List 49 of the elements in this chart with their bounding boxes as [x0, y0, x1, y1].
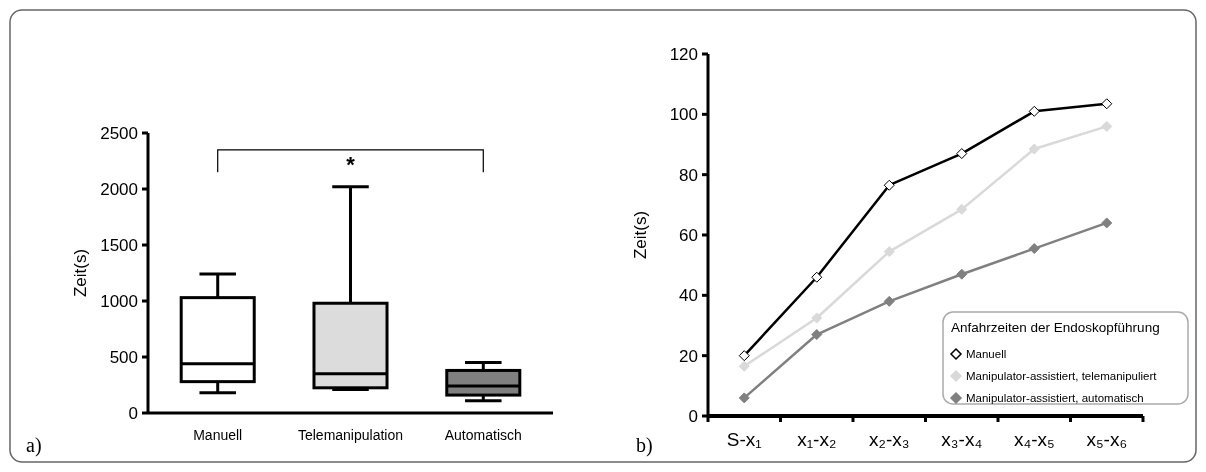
- x-tick-label: Telemanipulation: [297, 427, 404, 443]
- point: [1028, 243, 1040, 255]
- text: a): [26, 434, 42, 457]
- y-tick-label: 20: [679, 346, 698, 366]
- point: [1101, 120, 1113, 132]
- y-tick-label: 60: [679, 225, 698, 245]
- annotation: *: [346, 152, 356, 178]
- point: [1028, 105, 1040, 117]
- y-tick-label: 100: [669, 105, 698, 125]
- x-tick-label: x₁-x₂: [797, 429, 837, 450]
- text: b): [636, 434, 653, 457]
- legend-title: Anfahrzeiten der Endoskopführung: [951, 320, 1160, 335]
- point: [956, 268, 968, 280]
- point: [883, 246, 895, 258]
- y-tick-label: 1000: [100, 291, 138, 311]
- point: [1101, 98, 1113, 110]
- y-tick-label: 2000: [100, 179, 138, 199]
- point: [811, 329, 823, 341]
- point: [883, 295, 895, 307]
- point: [811, 271, 823, 283]
- legend-label: Manuell: [966, 348, 1007, 361]
- y-axis-title: Zeit(s): [631, 210, 650, 260]
- x-tick-label: Manuell: [193, 427, 243, 443]
- x-tick-label: x₅-x₆: [1086, 429, 1128, 450]
- x-tick-label: x₃-x₄: [941, 429, 983, 450]
- point: [738, 392, 750, 404]
- y-tick-label: 1500: [100, 235, 138, 255]
- point: [956, 203, 968, 215]
- x-tick-label: Automatisch: [444, 427, 522, 443]
- y-tick-label: 0: [128, 403, 138, 423]
- y-tick-label: 40: [679, 286, 698, 306]
- legend-label: Manipulator-assistiert, automatisch: [966, 392, 1144, 405]
- point: [1101, 217, 1113, 229]
- y-tick-label: 500: [109, 347, 138, 367]
- y-axis-title: Zeit(s): [71, 248, 90, 298]
- point: [956, 148, 968, 160]
- x-tick-label: x₄-x₅: [1013, 429, 1055, 450]
- y-tick-label: 2500: [100, 123, 138, 143]
- x-tick-label: S-x₁: [726, 429, 762, 450]
- legend-label: Manipulator-assistiert, telemanipuliert: [966, 370, 1158, 383]
- y-tick-label: 80: [679, 165, 698, 185]
- point: [738, 360, 750, 372]
- y-tick-label: 0: [688, 406, 698, 426]
- y-tick-label: 120: [669, 44, 698, 64]
- point: [811, 312, 823, 324]
- point: [738, 350, 750, 362]
- point: [883, 179, 895, 191]
- point: [1028, 143, 1040, 155]
- x-tick-label: x₂-x₃: [869, 429, 910, 450]
